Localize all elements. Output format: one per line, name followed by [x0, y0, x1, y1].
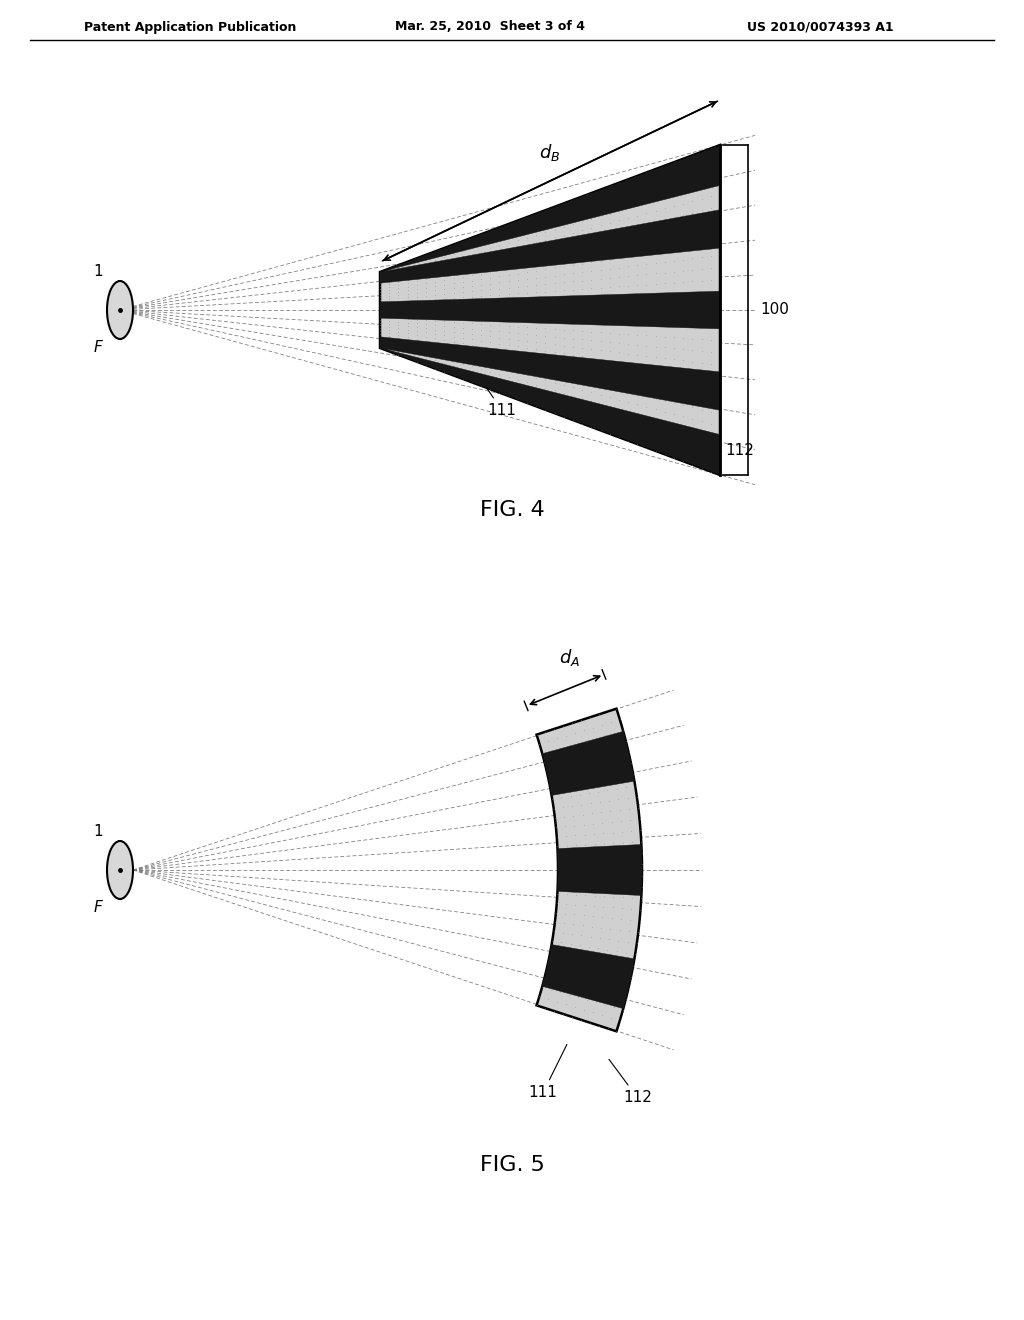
Text: F: F	[93, 900, 102, 916]
Polygon shape	[557, 845, 642, 895]
Text: 111: 111	[483, 383, 516, 418]
Polygon shape	[543, 945, 635, 1008]
Text: US 2010/0074393 A1: US 2010/0074393 A1	[746, 21, 893, 33]
Polygon shape	[380, 348, 720, 474]
Polygon shape	[380, 337, 720, 411]
Polygon shape	[380, 145, 720, 475]
Text: 112: 112	[609, 1059, 651, 1105]
Text: 111: 111	[528, 1044, 567, 1100]
Polygon shape	[380, 292, 720, 329]
Text: F: F	[93, 341, 102, 355]
Text: $d_B$: $d_B$	[540, 143, 561, 162]
Text: 1: 1	[93, 825, 102, 840]
Polygon shape	[380, 210, 720, 284]
Ellipse shape	[106, 281, 133, 339]
Polygon shape	[543, 731, 635, 796]
Text: 112: 112	[697, 444, 754, 458]
Polygon shape	[537, 709, 642, 1031]
Text: Mar. 25, 2010  Sheet 3 of 4: Mar. 25, 2010 Sheet 3 of 4	[395, 21, 585, 33]
Text: Patent Application Publication: Patent Application Publication	[84, 21, 296, 33]
Text: 1: 1	[93, 264, 102, 280]
Polygon shape	[380, 145, 720, 272]
Text: $d_A$: $d_A$	[559, 647, 581, 668]
Text: FIG. 4: FIG. 4	[479, 500, 545, 520]
Text: 100: 100	[760, 302, 788, 318]
Ellipse shape	[106, 841, 133, 899]
Text: FIG. 5: FIG. 5	[479, 1155, 545, 1175]
